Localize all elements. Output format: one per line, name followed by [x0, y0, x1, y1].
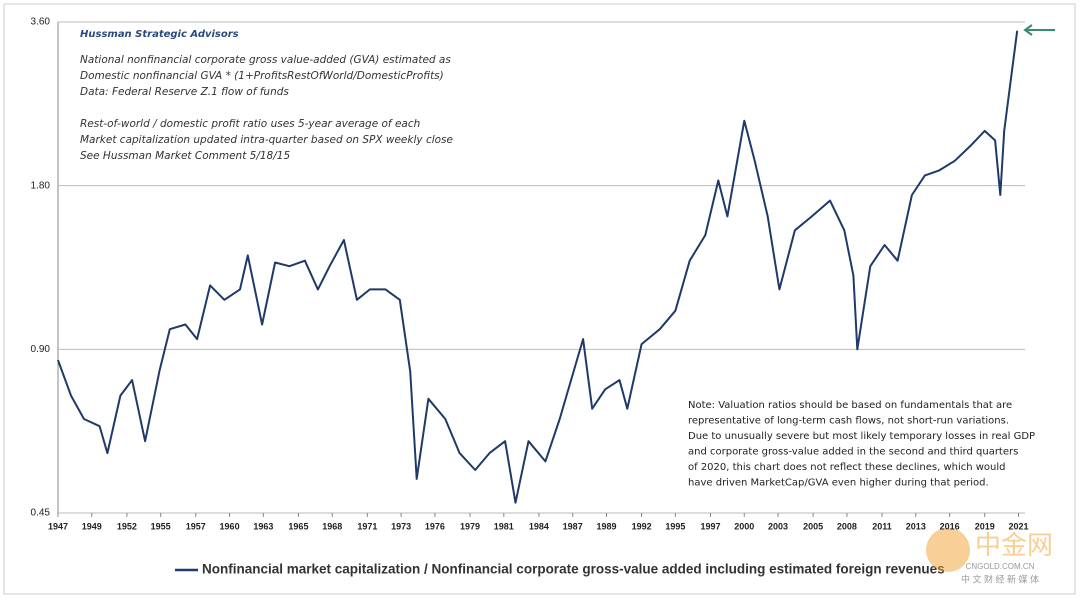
note-line: See Hussman Market Comment 5/18/15	[80, 150, 290, 162]
y-tick-label: 0.90	[31, 344, 51, 355]
note-line: have driven MarketCap/GVA even higher du…	[688, 478, 989, 489]
x-tick-label: 1968	[322, 521, 342, 531]
x-tick-label: 2000	[734, 521, 754, 531]
note-bottom: Note: Valuation ratios should be based o…	[688, 400, 1035, 489]
data-line	[57, 30, 1019, 504]
x-tick-label: 1965	[288, 521, 308, 531]
watermark: 中金网	[975, 530, 1053, 560]
header: Hussman Strategic Advisors	[80, 29, 239, 40]
watermark: CNGOLD.COM.CN	[966, 562, 1035, 571]
x-tick-label: 1955	[151, 521, 171, 531]
x-tick-label: 1960	[220, 521, 240, 531]
x-tick-label: 1957	[186, 521, 206, 531]
x-tick-label: 1976	[425, 521, 445, 531]
frame	[3, 3, 1076, 595]
note-line: Note: Valuation ratios should be based o…	[688, 400, 1012, 411]
note-line: and corporate gross-value added in the s…	[688, 447, 1018, 458]
x-tick-label: 1984	[529, 521, 549, 531]
x-tick-label: 1963	[253, 521, 273, 531]
x-tick-label: 1979	[460, 521, 480, 531]
legend-label: Nonfinancial market capitalization / Non…	[202, 562, 945, 577]
y-tick-label: 1.80	[31, 180, 51, 191]
x-tick-label: 2008	[837, 521, 857, 531]
note-line: Market capitalization updated intra-quar…	[80, 134, 453, 146]
y-tick-label: 3.60	[31, 17, 51, 28]
note-line: representative of long-term cash flows, …	[688, 416, 1009, 427]
note-line: of 2020, this chart does not reflect the…	[688, 462, 1006, 473]
note-line: Domestic nonfinancial GVA * (1+ProfitsRe…	[80, 70, 444, 82]
x-tick-label: 1981	[494, 521, 514, 531]
x-tick-label: 2005	[803, 521, 823, 531]
x-tick-label: 1992	[632, 521, 652, 531]
x-tick-label: 1973	[391, 521, 411, 531]
x-tick-label: 1989	[596, 521, 616, 531]
y-tick-label: 0.45	[31, 508, 51, 519]
x-tick-label: 2013	[906, 521, 926, 531]
x-tick-label: 2019	[975, 521, 995, 531]
note-line: Due to unusually severe but most likely …	[688, 431, 1035, 442]
watermark-logo	[926, 528, 970, 572]
x-tick-label: 1947	[48, 521, 68, 531]
x-tick-label: 2011	[872, 521, 892, 531]
note-line: National nonfinancial corporate gross va…	[80, 54, 451, 66]
notes-top: National nonfinancial corporate gross va…	[80, 54, 453, 162]
arrow	[1023, 24, 1055, 36]
x-tick-label: 1995	[665, 521, 685, 531]
x-tick-label: 2003	[768, 521, 788, 531]
x-tick-label: 1971	[357, 521, 377, 531]
note-line: Rest-of-world / domestic profit ratio us…	[80, 118, 420, 130]
x-tick-label: 1987	[563, 521, 583, 531]
x-tick-label: 2016	[940, 521, 960, 531]
x-tick-label: 1949	[82, 521, 102, 531]
x-tick-label: 1997	[700, 521, 720, 531]
x-tick-label: 1952	[117, 521, 137, 531]
watermark: 中 文 财 经 新 媒 体	[961, 573, 1039, 584]
note-line: Data: Federal Reserve Z.1 flow of funds	[80, 86, 289, 98]
x-tick-label: 2021	[1008, 521, 1028, 531]
